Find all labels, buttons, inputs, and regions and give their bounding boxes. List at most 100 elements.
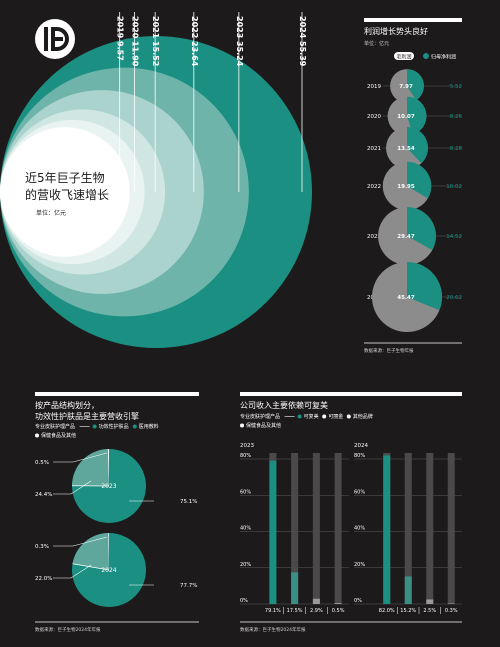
brand-legend-item-3: 其他品牌 [353, 413, 373, 420]
structure-callout-mid-2023 [53, 480, 92, 495]
revenue-label-2022: 2022 23.64 [190, 16, 199, 67]
struct-legend-item-l2-0: 保健食品及其他 [41, 432, 76, 439]
brand-legend-swatch-2 [322, 414, 327, 419]
brands-bar-2024-0 [383, 455, 391, 604]
structure-pies: 2023 75.1% 24.4% 0.5% 2024 77.7% 22.0% 0.3% [35, 449, 197, 607]
brands-track-2024-3 [447, 453, 455, 604]
brands-track-2023-2 [312, 453, 320, 604]
revenue-year-labels: 2019 9.57 2020 11.90 2021 15.52 2022 23.64 2… [116, 12, 307, 192]
structure-value-mid-2023: 24.4% [35, 492, 52, 498]
legend-net-swatch [423, 53, 429, 59]
brands-ytick-2023-1: 20% [240, 562, 251, 568]
brand-legend-item-1: 可复美 [304, 413, 319, 420]
ljyy-logo-icon [35, 19, 75, 59]
brand-legend-swatch-l2-0 [240, 423, 244, 428]
brands-title: 公司收入主要依赖可复美 [240, 400, 328, 410]
brands-ytick-2023-0: 0% [240, 598, 248, 604]
brands-bar-2023-3 [334, 603, 342, 604]
structure-value-small-2023: 0.5% [35, 460, 49, 466]
structure-callout-mid-2024 [53, 564, 92, 579]
revenue-label-2021: 2021 15.52 [151, 16, 160, 66]
profit-gross-value-2024: 45.47 [397, 295, 415, 301]
structure-source: 数据来源：巨子生物2024年年报 [35, 626, 101, 633]
profit-gross-value-2020: 10.07 [397, 114, 415, 120]
profit-year-2023: 2023 [367, 234, 381, 240]
profit-source: 数据来源：巨子生物年报 [364, 347, 414, 354]
profit-net-value-2019: 5.52 [450, 84, 462, 90]
profit-net-slice-2022 [407, 161, 432, 199]
legend-gross-label: 毛利润 [396, 54, 411, 61]
brands-value-2024-0: 82.0% [379, 608, 395, 614]
structure-callout-small-2024 [53, 536, 108, 547]
brand-legend-swatch-3 [346, 414, 351, 419]
profit-year-2020: 2020 [367, 114, 381, 120]
profit-gross-value-2023: 29.47 [397, 234, 415, 240]
revenue-circle-2019 [0, 127, 130, 257]
struct-legend-item-2: 医用敷料 [139, 423, 159, 430]
structure-value-small-2024: 0.3% [35, 544, 49, 550]
brands-bar-2024-3 [447, 603, 455, 604]
structure-year-2024: 2024 [101, 567, 116, 574]
brands-bar-2023-2 [312, 598, 320, 604]
profit-net-slice-2024 [407, 262, 443, 311]
brands-year-2023: 2023 [240, 443, 254, 449]
structure-slice-small-2023 [107, 449, 109, 486]
brands-track-2024-1 [404, 453, 412, 604]
brands-ytick-2024-0: 0% [354, 598, 362, 604]
profit-gross-value-2021: 13.54 [397, 146, 415, 152]
brands-ytick-2024-2: 40% [354, 526, 365, 532]
revenue-label-2020: 2020 11.90 [131, 16, 140, 67]
struct-legend-swatch-1 [92, 424, 97, 429]
brand-legend-item-0: 专业皮肤护理产品 [240, 413, 280, 420]
brands-value-2023-2: 2.9% [310, 608, 323, 614]
profit-pies: 2019 7.97 5.52 2020 10.07 8.26 2021 13.54 8.28 20… [367, 69, 462, 332]
profit-net-value-2020: 8.26 [450, 114, 463, 120]
brands-ytick-2024-1: 20% [354, 562, 365, 568]
brands-track-2023-1 [291, 453, 299, 604]
brands-top-rule [240, 392, 462, 396]
revenue-title-line1: 近5年巨子生物 [25, 171, 105, 185]
struct-legend-swatch-l2-0 [35, 433, 39, 438]
brands-ytick-2024-4: 80% [354, 453, 365, 459]
structure-title-line2: 功效性护肤品是主要营收引擎 [35, 411, 139, 421]
structure-year-2023: 2023 [101, 483, 116, 490]
brands-ytick-2024-3: 60% [354, 489, 365, 495]
brand-legend-item-l2-0: 保健食品及其他 [246, 422, 281, 429]
brands-bar-2024-1 [404, 576, 412, 604]
legend-gross-chip [394, 52, 414, 60]
struct-legend-item-0: 专业皮肤护理产品 [35, 423, 75, 430]
profit-net-value-2021: 8.28 [450, 146, 463, 152]
revenue-label-2024: 2024 55.39 [298, 16, 307, 67]
brands-value-2023-1: 17.5% [287, 608, 303, 614]
brands-bar-2024-2 [426, 599, 434, 604]
brands-source: 数据来源：巨子生物2024年年报 [240, 626, 306, 633]
revenue-label-2023: 2023 35.24 [235, 16, 244, 67]
brands-value-2024-1: 15.2% [400, 608, 416, 614]
profit-year-2022: 2022 [367, 184, 381, 190]
brands-bar-charts: 2023 0% 20% 40% 60% 80% 79.1% 17.5% 2.9% 0.5% 2024… [240, 443, 462, 614]
brand-legend-item-2: 可丽金 [328, 413, 343, 420]
structure-value-main-2024: 77.7% [180, 583, 197, 589]
profit-net-value-2022: 10.02 [446, 184, 462, 190]
profit-net-slice-2019 [407, 69, 424, 101]
brand-legend-swatch-1 [297, 414, 302, 419]
structure-slice-mid-2023 [72, 449, 109, 486]
brands-ytick-2023-2: 40% [240, 526, 251, 532]
revenue-title-line2: 的营收飞速增长 [25, 187, 109, 202]
legend-net-label: 归母净利润 [431, 54, 456, 61]
revenue-label-2019: 2019 9.57 [116, 16, 125, 61]
structure-value-mid-2024: 22.0% [35, 576, 52, 582]
profit-net-value-2023: 14.52 [446, 234, 462, 240]
brands-year-2024: 2024 [354, 443, 368, 449]
profit-net-slice-2021 [407, 127, 428, 164]
revenue-circles [0, 36, 312, 348]
brands-value-2024-3: 0.3% [445, 608, 458, 614]
brands-bar-2023-1 [291, 572, 299, 604]
brands-track-2024-2 [426, 453, 434, 604]
brands-track-2023-3 [334, 453, 342, 604]
profit-gross-value-2022: 19.95 [397, 184, 415, 190]
profit-net-slice-2023 [407, 207, 436, 250]
brands-value-2023-3: 0.5% [332, 608, 345, 614]
struct-legend-item-1: 功效性护肤品 [99, 423, 129, 430]
